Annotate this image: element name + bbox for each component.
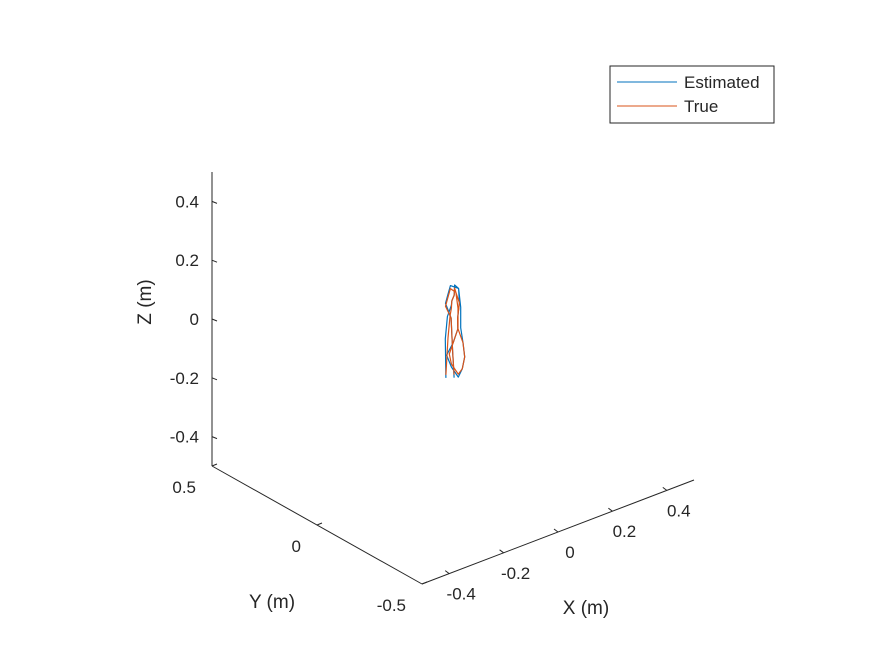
legend: Estimated True <box>609 65 775 124</box>
x-tick <box>553 528 559 533</box>
series-line-true <box>444 287 466 375</box>
z-tick-label: 0 <box>190 310 199 329</box>
z-tick-label: 0.4 <box>175 192 199 211</box>
y-tick <box>211 463 218 467</box>
y-axis-label: Y (m) <box>249 592 295 613</box>
z-tick-label: -0.4 <box>170 428 199 447</box>
z-tick <box>211 436 218 440</box>
z-axis-label: Z (m) <box>135 279 156 324</box>
x-tick-label: -0.2 <box>501 564 530 583</box>
series-layer <box>444 284 466 378</box>
legend-box <box>609 65 775 124</box>
x-tick <box>444 570 450 574</box>
y-tick-label: 0 <box>292 537 301 556</box>
x-tick-label: -0.4 <box>447 585 476 604</box>
x-tick <box>608 507 613 512</box>
legend-label-estimated: Estimated <box>684 73 760 92</box>
y-tick <box>316 522 323 526</box>
x-tick-label: 0 <box>565 543 574 562</box>
z-tick <box>211 259 218 263</box>
z-tick <box>211 318 218 322</box>
x-tick-label: 0.4 <box>667 501 691 520</box>
legend-label-true: True <box>684 97 718 116</box>
z-tick-label: -0.2 <box>170 369 199 388</box>
z-tick <box>211 377 218 381</box>
ticks: -0.4 -0.2 0 0.2 0.4 -0.5 0 0.5 -0.4 -0.2 0 0.2 0.4 <box>170 192 691 615</box>
z-tick <box>211 200 218 204</box>
y-tick-label: -0.5 <box>377 596 406 615</box>
x-tick <box>662 486 668 491</box>
y-tick-label: 0.5 <box>172 478 196 497</box>
x-tick-label: 0.2 <box>613 522 637 541</box>
x-tick <box>499 549 504 554</box>
z-tick-label: 0.2 <box>175 251 199 270</box>
y-tick <box>421 581 428 585</box>
x-axis-label: X (m) <box>563 598 609 619</box>
